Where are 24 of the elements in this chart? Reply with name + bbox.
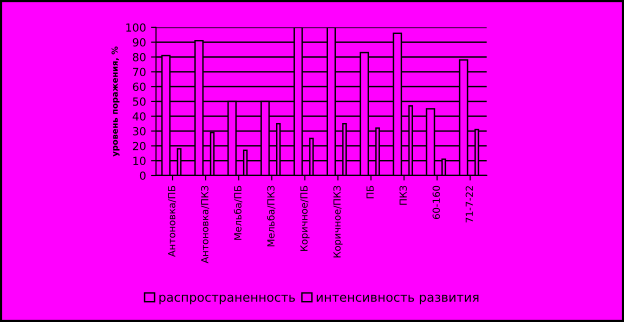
x-tick-label: Антоновка/ПБ [168, 186, 176, 257]
y-axis-title: уровень поражения, % [112, 46, 120, 157]
x-tick-label: Мельба/ПБ [234, 186, 242, 240]
x-tick-label: ПКЗ [400, 186, 407, 205]
x-tick-label: 71-7-22 [466, 186, 473, 222]
y-tick-label: 40 [132, 112, 146, 121]
x-tick-label: Мельба/ПКЗ [266, 186, 276, 246]
legend-label: распространенность [159, 294, 295, 304]
y-tick-label: 50 [132, 97, 146, 106]
x-tick-label: Коричное/ПБ [300, 186, 310, 251]
y-tick-label: 70 [133, 68, 146, 76]
y-tick-label: 80 [132, 52, 146, 62]
x-tick-label: 60-160 [432, 186, 440, 219]
y-tick-label: 10 [133, 156, 146, 166]
x-tick-label: ПБ [366, 186, 374, 198]
x-tick-label: Коричное/ПКЗ [333, 186, 343, 258]
x-tick-label: Антоновка/ПКЗ [201, 186, 210, 264]
y-tick-label: 90 [132, 38, 146, 47]
y-tick-label: 20 [132, 142, 146, 150]
y-tick-label: 100 [126, 23, 146, 32]
y-tick-label: 0 [140, 171, 146, 180]
y-tick-label: 60 [132, 82, 146, 91]
y-tick-label: 30 [132, 127, 146, 136]
legend-label: интенсивность развития [316, 294, 478, 304]
